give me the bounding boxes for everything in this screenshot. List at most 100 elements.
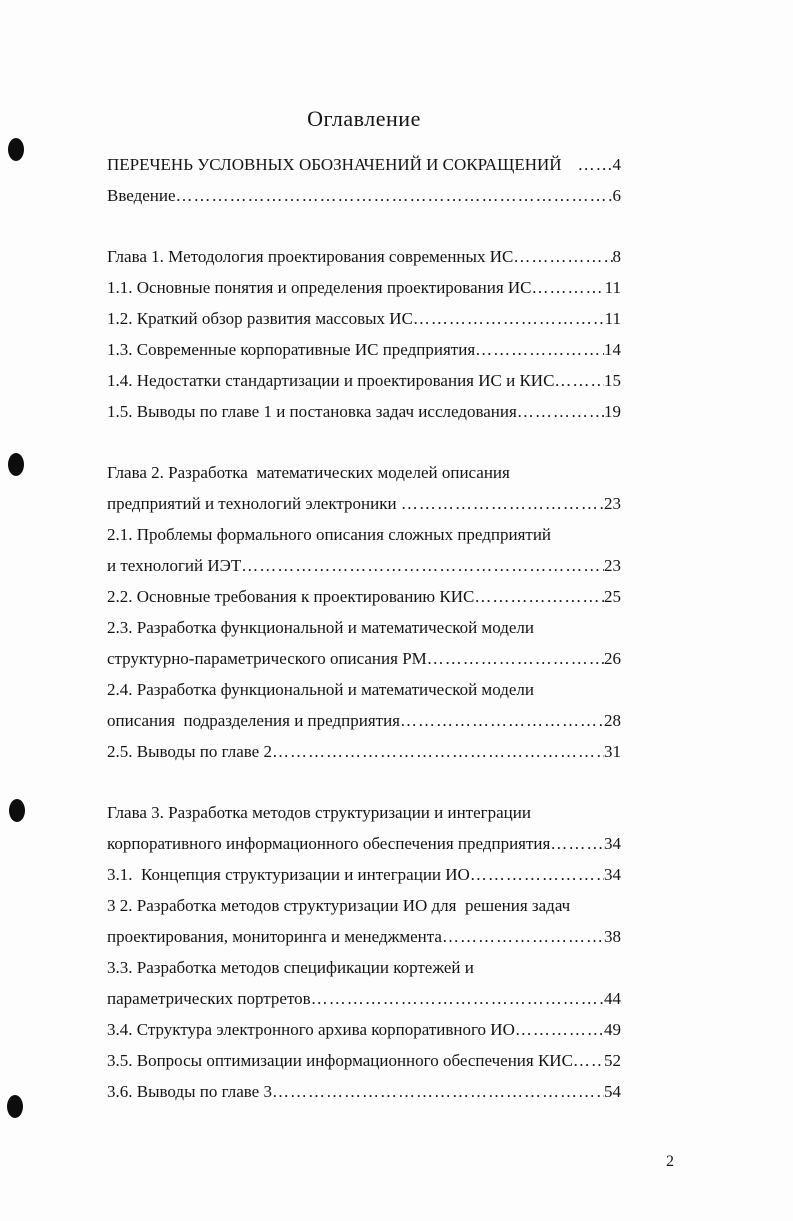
toc-entry-label: и технологий ИЭТ [107,556,242,575]
toc-page-number: 23 [604,494,621,513]
toc-entry-label: 2.4. Разработка функциональной и математ… [107,680,534,699]
toc-page-number: 15 [604,371,621,390]
toc-leader-dots: …………………………………………………………………………………………………………… [513,247,613,266]
toc-entry: ПЕРЕЧЕНЬ УСЛОВНЫХ ОБОЗНАЧЕНИЙ И СОКРАЩЕН… [107,149,621,180]
toc-entry-label: 1.5. Выводы по главе 1 и постановка зада… [107,402,517,421]
toc-leader-dots: …………………………………………………………………………………………………………… [554,371,604,390]
toc-entry-label: параметрических портретов [107,989,311,1008]
toc-section: Глава 2. Разработка математических модел… [107,457,621,767]
toc-leader-dots: …………………………………………………………………………………………………………… [514,1020,604,1039]
toc-page-number: 44 [604,989,621,1008]
toc-entry: и технологий ИЭТ………………………………………………………………… [107,550,621,581]
toc-entry-label: Глава 1. Методология проектирования совр… [107,247,514,266]
toc-entry: Глава 2. Разработка математических модел… [107,457,621,488]
toc-entry-label: Глава 3. Разработка методов структуризац… [107,803,531,822]
toc-entry: 3.4. Структура электронного архива корпо… [107,1014,621,1045]
toc-entry-label: 3.4. Структура электронного архива корпо… [107,1020,515,1039]
toc-leader-dots: …………………………………………………………………………………………………………… [310,989,604,1008]
toc-entry-label: ПЕРЕЧЕНЬ УСЛОВНЫХ ОБОЗНАЧЕНИЙ И СОКРАЩЕН… [107,155,562,174]
toc-leader-dots: …………………………………………………………………………………………………………… [271,742,604,761]
page-number: 2 [666,1153,674,1170]
toc-entry-label: 2.1. Проблемы формального описания сложн… [107,525,552,544]
toc-entry: 1.3. Современные корпоративные ИС предпр… [107,334,621,365]
toc-entry-label: предприятий и технологий электроники [107,494,401,513]
toc-page-number: 19 [604,402,621,421]
toc-entry: 1.4. Недостатки стандартизации и проекти… [107,365,621,396]
toc-entry: 2.2. Основные требования к проектировани… [107,581,621,612]
toc-section: Глава 3. Разработка методов структуризац… [107,797,621,1107]
toc-entry: 1.1. Основные понятия и определения прое… [107,272,621,303]
toc-entry-label: 1.1. Основные понятия и определения прое… [107,278,532,297]
toc-page-number: 23 [604,556,621,575]
toc-leader-dots: …………………………………………………………………………………………………………… [469,865,604,884]
toc-entry-label: структурно-параметрического описания РМ [107,649,427,668]
toc-page-number: 25 [604,587,621,606]
toc-entry-label: Введение [107,186,176,205]
toc-entry: структурно-параметрического описания РМ…… [107,643,621,674]
toc-page-number: 38 [604,927,621,946]
toc-leader-dots: …………………………………………………………………………………………………………… [475,340,604,359]
toc-page-number: 31 [604,742,621,761]
toc-entry-label: 1.2. Краткий обзор развития массовых ИС [107,309,413,328]
toc-entry-label: Глава 2. Разработка математических модел… [107,463,510,482]
toc-page-number: 8 [612,247,622,266]
toc-page-number: 34 [604,865,621,884]
toc-entry-label: 3.6. Выводы по главе 3 [107,1082,272,1101]
toc-entry-label: 3 2. Разработка методов структуризации И… [107,896,571,915]
toc-leader-dots: …………………………………………………………………………………………………………… [399,711,604,730]
toc-page-number: 4 [612,155,622,174]
toc-leader-dots: …………………………………………………………………………………………………………… [271,1082,604,1101]
toc-entry: 2.4. Разработка функциональной и математ… [107,674,621,705]
toc-entry-label: корпоративного информационного обеспечен… [107,834,551,853]
toc-leader-dots: …………………………………………………………………………………………………………… [516,402,604,421]
toc-entry: 3.6. Выводы по главе 3………………………………………………… [107,1076,621,1107]
toc-page-number: 28 [604,711,621,730]
page-title: Оглавление [307,106,421,131]
toc-entry-label: проектирования, мониторинга и менеджмент… [107,927,442,946]
toc-entry: параметрических портретов………………………………………… [107,983,621,1014]
binding-hole-dot [7,1095,23,1118]
toc-entry-label: 2.2. Основные требования к проектировани… [107,587,475,606]
binding-hole-dot [8,138,24,161]
toc-entry: корпоративного информационного обеспечен… [107,828,621,859]
toc-leader-dots: …………………………………………………………………………………………………………… [426,649,604,668]
binding-hole-dot [9,799,25,822]
toc-page-number: 11 [604,278,621,297]
toc-leader-dots: …………………………………………………………………………………………………………… [175,186,613,205]
toc-leader-dots: …………………………………………………………………………………………………………… [412,309,605,328]
toc-page-number: 26 [604,649,621,668]
toc-leader-dots: …………………………………………………………………………………………………………… [400,494,604,513]
toc-page-number: 6 [612,186,622,205]
toc-entry: предприятий и технологий электроники ………… [107,488,621,519]
toc-leader-dots: …………………………………………………………………………………………………………… [241,556,604,575]
toc-entry: 2.1. Проблемы формального описания сложн… [107,519,621,550]
toc-entry: 3.3. Разработка методов спецификации кор… [107,952,621,983]
toc-entry: Глава 1. Методология проектирования совр… [107,241,621,272]
toc-leader-dots: …………………………………………………………………………………………………………… [531,278,605,297]
toc-entry-label: описания подразделения и предприятия [107,711,400,730]
toc-entry: проектирования, мониторинга и менеджмент… [107,921,621,952]
toc-entry: Введение……………………………………………………………………………………… [107,180,621,211]
binding-hole-dot [8,453,24,476]
toc-entry-label: 2.5. Выводы по главе 2 [107,742,272,761]
toc-entry: 3 2. Разработка методов структуризации И… [107,890,621,921]
toc-entry-label: 1.3. Современные корпоративные ИС предпр… [107,340,476,359]
toc-entry-label: 3.1. Концепция структуризации и интеграц… [107,865,470,884]
toc-page-number: 54 [604,1082,621,1101]
toc-entry: Глава 3. Разработка методов структуризац… [107,797,621,828]
toc-entry-label: 1.4. Недостатки стандартизации и проекти… [107,371,555,390]
toc-page-number: 34 [604,834,621,853]
toc-entry: 1.2. Краткий обзор развития массовых ИС…… [107,303,621,334]
toc-entry: описания подразделения и предприятия…………… [107,705,621,736]
toc: ПЕРЕЧЕНЬ УСЛОВНЫХ ОБОЗНАЧЕНИЙ И СОКРАЩЕН… [107,149,621,1107]
toc-page-number: 49 [604,1020,621,1039]
toc-content: Оглавление ПЕРЕЧЕНЬ УСЛОВНЫХ ОБОЗНАЧЕНИЙ… [107,106,621,1107]
toc-leader-dots: …………………………………………………………………………………………………………… [441,927,604,946]
toc-entry-label: 3.3. Разработка методов спецификации кор… [107,958,474,977]
toc-leader-dots: …………………………………………………………………………………………………………… [577,155,613,174]
toc-page-number: 11 [604,309,621,328]
toc-leader-dots: …………………………………………………………………………………………………………… [572,1051,604,1070]
toc-entry-label: 2.3. Разработка функциональной и математ… [107,618,534,637]
toc-section: Глава 1. Методология проектирования совр… [107,241,621,427]
